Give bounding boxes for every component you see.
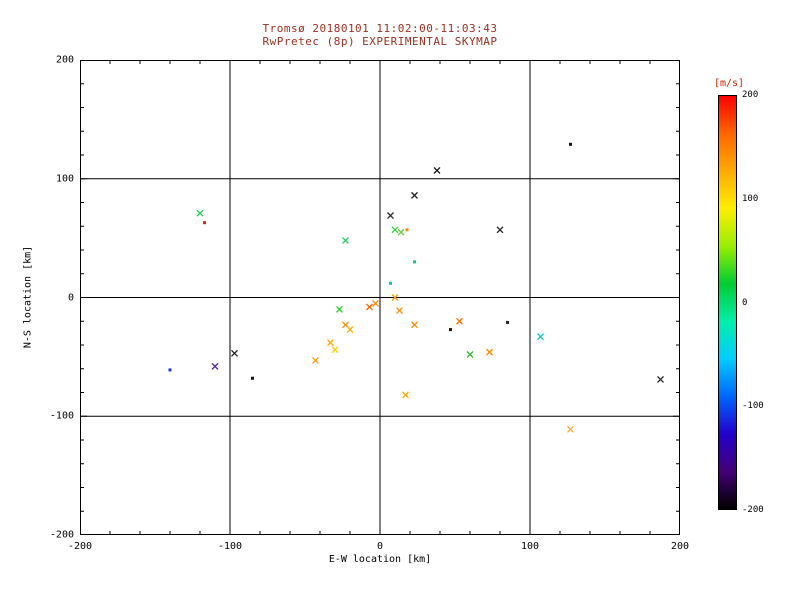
- scatter-plot-canvas: [80, 60, 680, 535]
- data-point-x: [411, 321, 418, 329]
- colorbar-gradient: [718, 95, 737, 510]
- data-point-dot: [449, 328, 452, 332]
- data-point-x: [537, 333, 544, 341]
- x-tick-label: 0: [376, 541, 384, 552]
- data-point-x: [402, 391, 409, 399]
- data-point-dot: [203, 221, 206, 225]
- x-tick-label: -200: [67, 541, 93, 552]
- data-point-x: [366, 303, 373, 311]
- y-tick-label: -200: [49, 529, 74, 541]
- colorbar-tick-label: -100: [742, 401, 764, 412]
- data-point-dot: [389, 281, 392, 285]
- x-axis-label: E-W location [km]: [328, 554, 432, 565]
- data-point-x: [327, 339, 334, 347]
- data-point-x: [456, 317, 463, 325]
- data-point-x: [211, 362, 219, 370]
- y-tick-label: 0: [67, 292, 74, 303]
- plot-subtitle: RwPretec (8p) EXPERIMENTAL SKYMAP: [262, 35, 498, 48]
- data-point-x: [396, 307, 403, 315]
- data-point-x: [433, 166, 441, 174]
- data-point-x: [397, 228, 405, 236]
- x-tick-label: 100: [520, 541, 540, 552]
- data-point-x: [486, 348, 493, 356]
- data-point-x: [231, 349, 238, 357]
- data-point-x: [567, 425, 574, 433]
- x-tick-label: 200: [670, 541, 690, 552]
- data-point-x: [336, 305, 343, 313]
- colorbar-tick-label: -200: [742, 505, 764, 515]
- data-point-x: [391, 226, 399, 234]
- data-point-x: [196, 209, 204, 217]
- y-tick-label: -100: [49, 410, 74, 422]
- data-point-x: [312, 356, 319, 364]
- data-point-x: [331, 346, 339, 354]
- data-point-dot: [405, 228, 409, 232]
- plot-area: [80, 60, 680, 535]
- data-point-x: [657, 375, 664, 383]
- plot-title: Tromsø 20180101 11:02:00-11:03:43: [262, 22, 498, 35]
- x-tick-label: -100: [217, 541, 243, 552]
- data-point-x: [391, 294, 399, 301]
- data-point-x: [372, 299, 379, 307]
- data-point-x: [496, 226, 504, 234]
- data-point-x: [346, 326, 354, 334]
- data-point-dot: [413, 260, 416, 264]
- y-axis-label: N-S location [km]: [22, 245, 34, 349]
- colorbar-unit-label: [m/s]: [713, 78, 745, 89]
- y-tick-label: 200: [55, 54, 74, 66]
- data-point-dot: [569, 142, 572, 146]
- data-point-dot: [506, 320, 509, 324]
- colorbar-tick-label: 0: [742, 297, 748, 308]
- data-point-dot: [251, 376, 254, 380]
- y-tick-label: 100: [55, 173, 74, 185]
- colorbar-tick-label: 100: [742, 193, 759, 204]
- data-point-x: [342, 237, 349, 244]
- data-point-x: [411, 191, 418, 199]
- data-point-dot: [168, 368, 172, 372]
- data-point-x: [387, 212, 394, 220]
- colorbar-tick-label: 200: [742, 90, 759, 100]
- data-point-x: [466, 351, 474, 358]
